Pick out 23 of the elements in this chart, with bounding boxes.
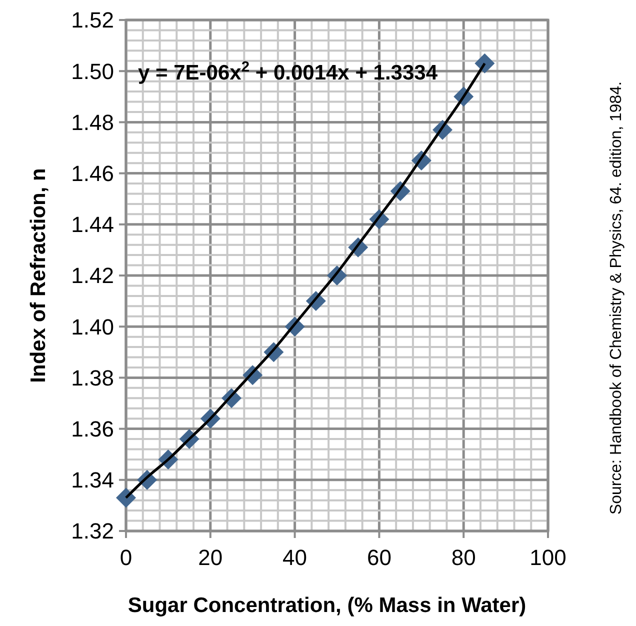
y-tick-label: 1.34 bbox=[71, 468, 114, 493]
x-tick-label: 0 bbox=[120, 545, 132, 570]
point bbox=[474, 53, 495, 74]
x-tick-label: 20 bbox=[198, 545, 223, 570]
y-axis-title: Index of Refraction, n bbox=[27, 168, 50, 383]
y-tick-label: 1.32 bbox=[71, 518, 114, 544]
x-axis-title: Sugar Concentration, (% Mass in Water) bbox=[128, 594, 526, 617]
x-tick-label: 40 bbox=[282, 545, 308, 570]
y-tick-label: 1.50 bbox=[71, 58, 114, 84]
y-tick-label: 1.48 bbox=[71, 110, 114, 135]
x-tick-label: 100 bbox=[530, 545, 566, 570]
y-tick-label: 1.52 bbox=[71, 8, 114, 33]
source-note: Source: Handbook of Chemistry & Physics, 64. edition, 1984. bbox=[608, 81, 625, 515]
y-tick-label: 1.36 bbox=[71, 416, 114, 442]
y-tick-label: 1.38 bbox=[71, 365, 114, 390]
y-tick-label: 1.46 bbox=[71, 161, 114, 186]
annotation: y = 7E-06x$^{2}$ + 0.0014x + 1.3334 bbox=[138, 59, 438, 84]
point bbox=[116, 488, 136, 508]
y-tick-label: 1.42 bbox=[71, 263, 114, 288]
y-tick-label: 1.44 bbox=[71, 212, 114, 238]
y-tick-label: 1.40 bbox=[71, 314, 114, 340]
x-tick-label: 60 bbox=[366, 545, 392, 570]
x-tick-label: 80 bbox=[451, 545, 476, 570]
